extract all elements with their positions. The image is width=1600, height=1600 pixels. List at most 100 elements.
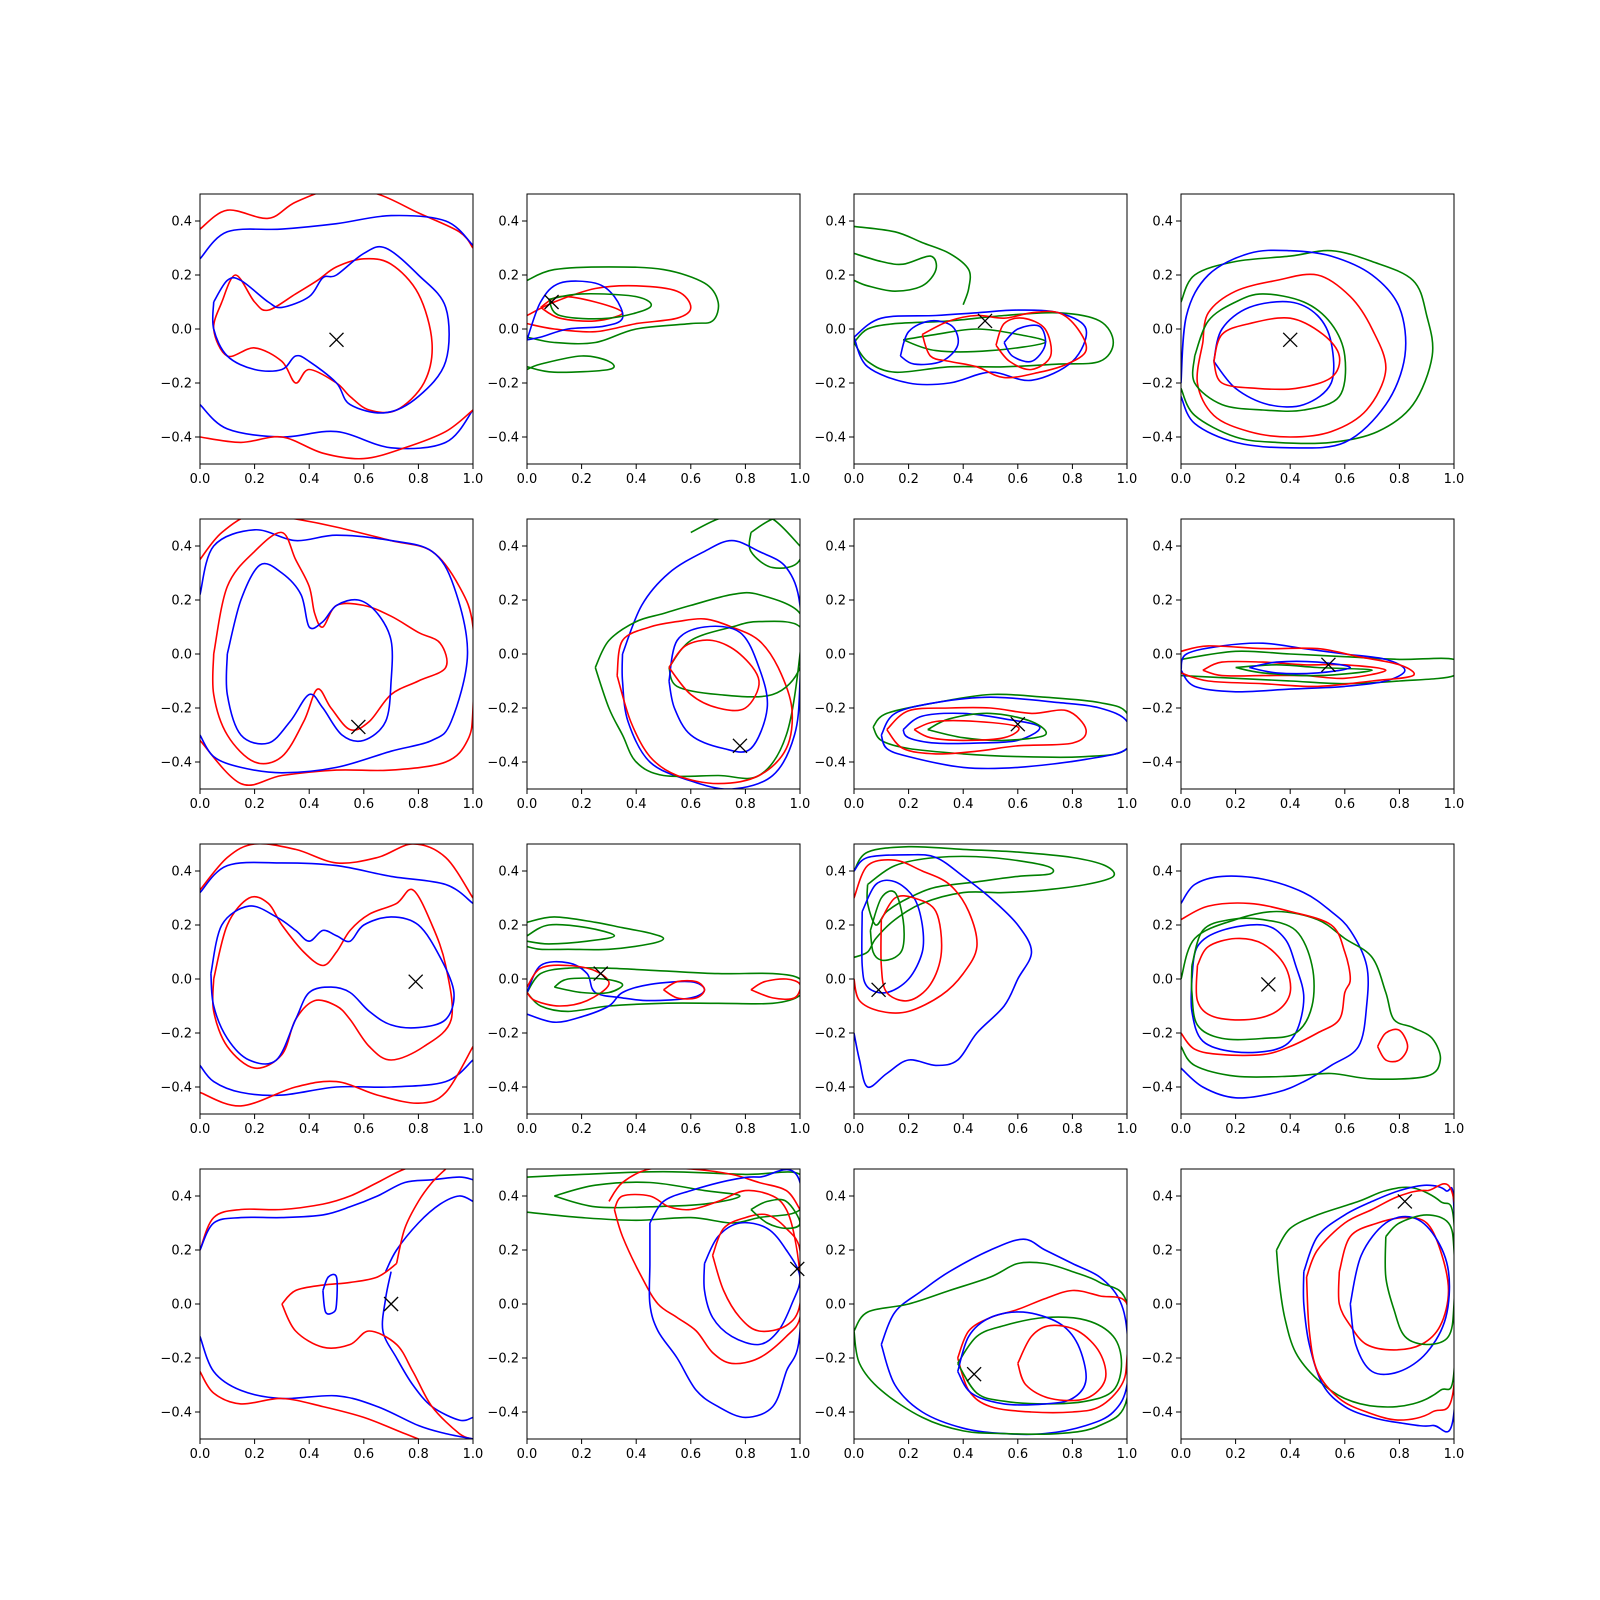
y-tick-label: 0.4: [171, 215, 192, 230]
contour-green-2: [1181, 910, 1442, 1080]
x-tick-label: 0.2: [1225, 797, 1246, 812]
y-tick-label: 0.0: [1152, 973, 1173, 988]
x-tick-label: 0.2: [1225, 1122, 1246, 1137]
contour-green-5: [1190, 917, 1315, 1041]
contour-red-3: [1196, 273, 1387, 438]
y-tick-label: 0.4: [825, 540, 846, 555]
x-tick-label: 0.2: [571, 1447, 592, 1462]
x-tick-label: 0.2: [571, 797, 592, 812]
x-tick-label: 0.8: [735, 1122, 756, 1137]
x-tick-label: 0.4: [626, 1122, 647, 1137]
x-tick-label: 0.8: [1062, 797, 1083, 812]
y-tick-label: 0.2: [498, 594, 519, 609]
y-tick-label: 0.0: [825, 973, 846, 988]
contour-blue-4: [225, 562, 394, 745]
contour-red-3: [211, 531, 448, 765]
contour-blue-5: [1213, 300, 1335, 408]
plot-area: [200, 844, 473, 1107]
contour-red-3: [1305, 1183, 1454, 1421]
contour-red-6: [200, 1046, 473, 1107]
x-tick-label: 1.0: [1117, 797, 1138, 812]
x-tick-label: 0.0: [844, 1122, 865, 1137]
y-tick-label: −0.4: [160, 431, 192, 446]
plot-area: [1275, 1183, 1454, 1433]
y-tick-label: −0.4: [487, 756, 519, 771]
y-tick-label: −0.4: [814, 1406, 846, 1421]
contour-red-6: [281, 1262, 398, 1305]
contour-blue-6: [1249, 660, 1352, 675]
x-tick-label: 0.0: [1171, 1447, 1192, 1462]
subplot-11: 0.0 0.2 0.4 0.6 0.8 1.0 −0.4 −0.2 0.0 0.2 0.4: [814, 843, 1137, 1137]
x-marker: [350, 719, 366, 735]
x-tick-label: 0.0: [844, 1447, 865, 1462]
contour-red-4: [1337, 1216, 1450, 1351]
contour-green-2: [854, 1261, 1127, 1436]
axes-frame: [1180, 1168, 1455, 1440]
x-tick-label: 0.6: [353, 1122, 374, 1137]
y-tick-label: 0.4: [171, 540, 192, 555]
x-tick-label: 0.4: [626, 797, 647, 812]
x-tick-label: 0.2: [1225, 1447, 1246, 1462]
contour-green-4: [1191, 293, 1347, 413]
x-marker: [408, 974, 424, 990]
x-tick-label: 0.0: [190, 1122, 211, 1137]
x-marker: [383, 1296, 399, 1312]
contour-red-3: [1181, 645, 1415, 688]
contour-red-3: [608, 1169, 800, 1210]
contour-blue-1: [880, 1238, 1127, 1436]
x-tick-label: 0.0: [517, 797, 538, 812]
contour-blue-3: [854, 853, 1033, 1089]
subplot-1: 0.0 0.2 0.4 0.6 0.8 1.0 −0.4 −0.2 0.0 0.2 0.4: [160, 193, 483, 487]
plot-area: [1181, 249, 1434, 449]
y-tick-label: −0.4: [160, 756, 192, 771]
contour-red-6: [880, 895, 943, 1002]
y-tick-label: −0.2: [487, 1027, 519, 1042]
contour-red-5: [616, 617, 794, 785]
contour-green-2: [748, 519, 800, 569]
x-tick-label: 1.0: [1117, 1447, 1138, 1462]
y-tick-label: 0.2: [1152, 919, 1173, 934]
contour-red-6: [1213, 317, 1341, 391]
x-tick-label: 1.0: [1444, 1122, 1465, 1137]
y-tick-label: −0.2: [1141, 1027, 1173, 1042]
y-tick-label: 0.4: [825, 1190, 846, 1205]
contour-green-8: [553, 977, 624, 995]
contour-blue-2: [1181, 249, 1407, 449]
contour-blue-7: [1003, 324, 1047, 363]
x-tick-label: 0.2: [244, 472, 265, 487]
y-tick-label: −0.2: [814, 377, 846, 392]
subplot-2: 0.0 0.2 0.4 0.6 0.8 1.0 −0.4 −0.2 0.0 0.2 0.4: [487, 193, 811, 487]
x-tick-label: 0.4: [953, 797, 974, 812]
subplot-9: 0.0 0.2 0.4 0.6 0.8 1.0 −0.4 −0.2 0.0 0.2 0.4: [160, 843, 483, 1137]
y-tick-label: 0.4: [1152, 865, 1173, 880]
x-tick-label: 0.8: [1062, 1447, 1083, 1462]
contour-red-6: [663, 979, 706, 1000]
contour-blue-2: [200, 214, 473, 260]
contour-red-3: [527, 284, 692, 333]
contour-red-3: [1181, 902, 1352, 1057]
contour-green-5: [927, 712, 1047, 742]
y-tick-label: 0.4: [1152, 1190, 1173, 1205]
y-tick-label: 0.2: [825, 594, 846, 609]
x-tick-label: 1.0: [790, 472, 811, 487]
contour-blue-8: [322, 1273, 339, 1315]
x-marker: [871, 982, 887, 998]
y-tick-label: −0.4: [487, 1406, 519, 1421]
contour-green-1: [1181, 249, 1434, 445]
y-tick-label: −0.2: [1141, 377, 1173, 392]
plot-area: [527, 916, 800, 1024]
contour-red-1: [200, 1169, 408, 1251]
y-tick-label: −0.4: [160, 1406, 192, 1421]
y-tick-label: −0.4: [1141, 756, 1173, 771]
y-tick-label: −0.4: [814, 1081, 846, 1096]
y-tick-label: 0.4: [498, 865, 519, 880]
y-tick-label: 0.2: [498, 919, 519, 934]
x-tick-label: 0.2: [1225, 472, 1246, 487]
y-tick-label: 0.0: [825, 1298, 846, 1313]
y-tick-label: 0.4: [171, 865, 192, 880]
contour-green-4: [902, 328, 1047, 353]
contour-blue-2: [200, 528, 469, 774]
y-tick-label: −0.2: [160, 702, 192, 717]
x-tick-label: 1.0: [463, 797, 484, 812]
